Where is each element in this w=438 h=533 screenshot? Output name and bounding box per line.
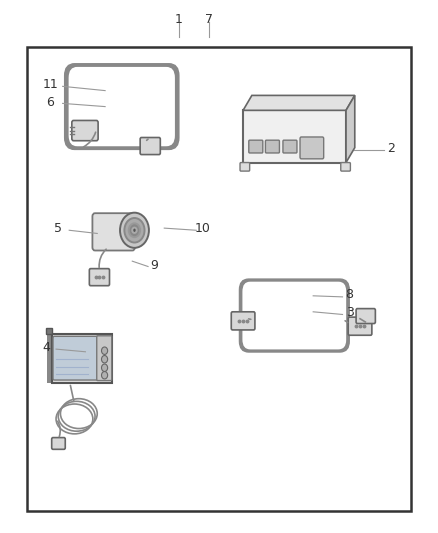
FancyBboxPatch shape (52, 438, 65, 449)
Text: 10: 10 (195, 222, 211, 235)
Polygon shape (46, 328, 52, 334)
FancyBboxPatch shape (231, 312, 255, 330)
Bar (243, 110, 346, 163)
FancyBboxPatch shape (53, 336, 99, 380)
Text: 5: 5 (54, 222, 62, 235)
FancyBboxPatch shape (249, 140, 263, 153)
FancyBboxPatch shape (92, 213, 135, 251)
Circle shape (129, 223, 140, 237)
FancyBboxPatch shape (89, 269, 110, 286)
FancyBboxPatch shape (140, 138, 160, 155)
Circle shape (102, 372, 108, 379)
Circle shape (132, 228, 137, 233)
FancyBboxPatch shape (341, 163, 350, 171)
Text: 4: 4 (42, 341, 50, 354)
Polygon shape (243, 95, 355, 110)
Bar (52, 334, 112, 383)
Circle shape (120, 213, 149, 248)
FancyBboxPatch shape (348, 317, 372, 335)
FancyBboxPatch shape (265, 140, 279, 153)
FancyBboxPatch shape (240, 163, 250, 171)
Text: 6: 6 (46, 96, 54, 109)
Polygon shape (346, 95, 355, 163)
FancyBboxPatch shape (356, 309, 375, 324)
Text: 11: 11 (42, 78, 58, 91)
Circle shape (102, 356, 108, 363)
FancyBboxPatch shape (72, 120, 98, 141)
FancyBboxPatch shape (283, 140, 297, 153)
FancyBboxPatch shape (97, 336, 112, 381)
Text: 8: 8 (346, 288, 353, 301)
Circle shape (124, 218, 145, 243)
Text: 1: 1 (175, 13, 183, 26)
Bar (27, 47, 411, 511)
Text: 7: 7 (205, 13, 213, 26)
Circle shape (102, 364, 108, 372)
Text: 3: 3 (346, 306, 353, 319)
FancyBboxPatch shape (300, 137, 324, 159)
Text: 9: 9 (150, 259, 158, 272)
Circle shape (102, 347, 108, 354)
Text: 2: 2 (387, 142, 395, 155)
Polygon shape (47, 334, 112, 383)
